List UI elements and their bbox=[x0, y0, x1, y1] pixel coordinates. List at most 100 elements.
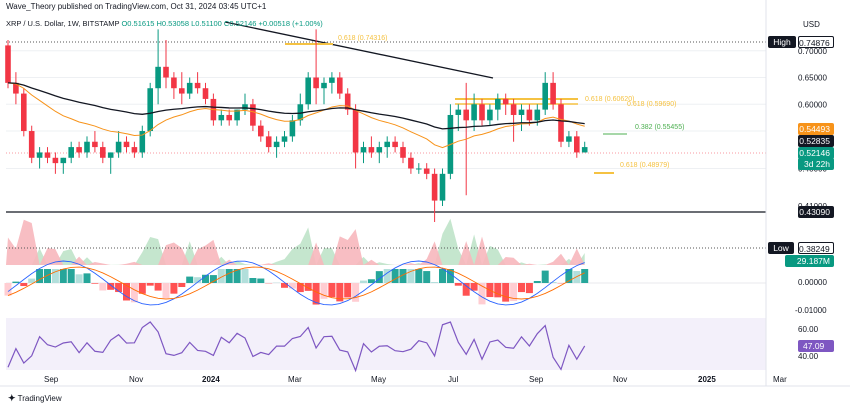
macd-bar bbox=[391, 269, 399, 283]
time-axis: Sep Nov 2024 Mar May Jul Sep Nov 2025 Mar bbox=[0, 375, 850, 387]
time-tick-label: Mar bbox=[773, 375, 787, 384]
macd-bar bbox=[44, 269, 51, 283]
candle-body bbox=[423, 168, 430, 174]
macd-bar bbox=[470, 283, 478, 291]
macd-bar bbox=[296, 283, 304, 293]
candle-body bbox=[258, 125, 264, 137]
macd-bar bbox=[75, 274, 83, 283]
ema-orange-tag: 0.54493 bbox=[798, 123, 834, 135]
candle-body bbox=[44, 152, 51, 158]
candle-body bbox=[376, 147, 383, 153]
fib-label-top: 0.618 (0.74316) bbox=[338, 35, 387, 42]
macd-bar bbox=[257, 278, 265, 283]
price-tick-label: 0.70000 bbox=[798, 47, 827, 56]
candle-body bbox=[250, 104, 256, 126]
candle-body bbox=[171, 77, 177, 89]
rsi-value-text: 47.09 bbox=[803, 341, 825, 351]
candle-body bbox=[344, 93, 351, 110]
trend-lines: 0.618 (0.74316) 0.618 (0.60620)0.618 (0.5… bbox=[6, 21, 766, 249]
macd-bar bbox=[462, 283, 470, 296]
fib-label-a: 0.618 (0.60620) bbox=[585, 96, 634, 103]
macd-line bbox=[7, 260, 585, 306]
macd-bar bbox=[320, 283, 328, 299]
time-tick-label: Nov bbox=[129, 375, 143, 384]
candle-body bbox=[202, 88, 209, 99]
candle-body bbox=[510, 104, 517, 115]
macd-bar bbox=[123, 283, 130, 301]
candle-body bbox=[52, 157, 59, 164]
macd-bar bbox=[12, 281, 20, 283]
candle-body bbox=[68, 147, 74, 158]
candle-body bbox=[100, 147, 106, 158]
currency-label[interactable]: USD bbox=[803, 20, 820, 29]
macd-bar bbox=[415, 269, 423, 283]
candle-body bbox=[13, 82, 19, 94]
macd-bar bbox=[304, 283, 312, 291]
candle-body bbox=[218, 114, 225, 121]
candle-body bbox=[163, 66, 169, 78]
candle-body bbox=[115, 141, 122, 153]
fib-label-b: 0.618 (0.59690) bbox=[627, 101, 676, 108]
oscillator-green-area bbox=[6, 218, 585, 265]
candle-body bbox=[194, 82, 201, 89]
macd-bar bbox=[36, 269, 44, 283]
candle-body bbox=[273, 141, 280, 148]
fib-label-c: 0.382 (0.55455) bbox=[635, 124, 684, 131]
candle-body bbox=[242, 104, 248, 110]
rsi-band bbox=[6, 318, 766, 370]
candle-body bbox=[558, 104, 564, 142]
candle-body bbox=[234, 109, 240, 121]
macd-bar bbox=[383, 269, 391, 283]
candle-body bbox=[526, 109, 533, 121]
rsi-tick-label: 60.00 bbox=[798, 325, 819, 334]
brand-name: TradingView bbox=[17, 394, 62, 403]
macd-bar bbox=[541, 270, 549, 283]
macd-bar bbox=[399, 269, 407, 283]
macd-bar bbox=[454, 283, 462, 286]
candle-body bbox=[226, 114, 232, 121]
macd-bar bbox=[344, 283, 352, 298]
candle-body bbox=[463, 109, 469, 121]
candle-body bbox=[471, 104, 477, 121]
time-tick-label: Mar bbox=[288, 375, 302, 384]
candle-body bbox=[360, 147, 367, 153]
macd-bar bbox=[367, 279, 375, 283]
macd-bar bbox=[115, 283, 123, 293]
candle-body bbox=[28, 131, 35, 158]
rsi-pane: 47.09 bbox=[7, 321, 834, 373]
time-tick-label: Jul bbox=[448, 375, 458, 384]
tradingview-brand[interactable]: ✦ TradingView bbox=[8, 393, 62, 403]
symbol-ohlc-legend[interactable]: XRP / U.S. Dollar, 1W, BITSTAMP O0.51615… bbox=[6, 19, 323, 28]
macd-bar bbox=[154, 283, 162, 291]
macd-bar bbox=[312, 283, 320, 305]
time-tick-label: May bbox=[371, 375, 386, 384]
high-value-tag: 0.74876 bbox=[798, 36, 834, 48]
macd-bar bbox=[4, 283, 12, 296]
macd-bar bbox=[67, 269, 75, 283]
macd-bar bbox=[146, 283, 154, 286]
price-tick-label: 0.60000 bbox=[798, 100, 827, 109]
macd-bar bbox=[209, 275, 217, 283]
candle-body bbox=[321, 82, 327, 89]
candle-body bbox=[297, 104, 304, 121]
ema-lines bbox=[7, 82, 585, 149]
macd-bar bbox=[360, 280, 367, 283]
macd-bar bbox=[423, 271, 431, 283]
low-value-tag: 0.38249 bbox=[798, 242, 834, 254]
candle-body bbox=[455, 109, 462, 115]
candle-body bbox=[495, 98, 501, 110]
macd-bar bbox=[241, 269, 249, 283]
candle-body bbox=[107, 152, 114, 158]
macd-bar bbox=[518, 283, 525, 293]
high-label: High bbox=[768, 36, 796, 48]
candle-body bbox=[131, 147, 138, 153]
time-tick-label: 2024 bbox=[202, 375, 220, 384]
macd-bar bbox=[328, 283, 336, 298]
macd-bar bbox=[59, 269, 67, 283]
support-level-tag: 0.43090 bbox=[798, 206, 834, 218]
candle-body bbox=[534, 109, 541, 121]
macd-bar bbox=[510, 283, 518, 302]
macd-bar bbox=[478, 283, 486, 305]
